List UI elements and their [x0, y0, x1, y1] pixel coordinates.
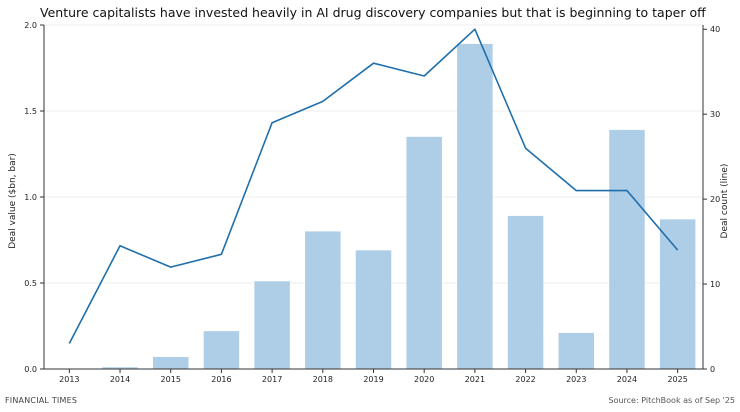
bar	[305, 231, 341, 369]
bar	[406, 136, 442, 369]
series-line	[68, 28, 679, 344]
tick-labels: 0.0 0.5 1.0 1.5 2.0 0 10 20 30 40 2013 2014 2015 2016…	[24, 21, 720, 384]
bar	[457, 43, 493, 370]
bar	[507, 215, 544, 369]
x-tick-label: 2013	[59, 375, 79, 384]
bar-series	[102, 43, 696, 370]
x-tick-label: 2017	[262, 375, 282, 384]
bar	[254, 281, 290, 369]
y-tick-label: 0.0	[24, 365, 37, 374]
y-tick-label: 2.0	[24, 21, 37, 30]
bar	[609, 129, 645, 369]
y2-tick-label: 0	[710, 365, 715, 374]
y-tick-label: 1.5	[24, 107, 37, 116]
bar	[203, 331, 240, 369]
y2-tick-label: 20	[710, 195, 720, 204]
x-tick-label: 2021	[465, 375, 485, 384]
y-axis-label: Deal value ($bn, bar)	[8, 153, 18, 249]
x-tick-label: 2019	[363, 375, 383, 384]
bar	[102, 367, 138, 369]
x-tick-label: 2018	[313, 375, 333, 384]
bar	[355, 250, 392, 369]
x-tick-label: 2014	[110, 375, 130, 384]
x-tick-label: 2025	[667, 375, 687, 384]
y-tick-label: 0.5	[24, 279, 37, 288]
x-tick-label: 2015	[161, 375, 181, 384]
x-tick-label: 2024	[617, 375, 637, 384]
y2-axis-label: Deal count (line)	[720, 164, 730, 239]
brand-label: FINANCIAL TIMES	[5, 396, 78, 405]
line-series	[68, 28, 679, 344]
bar	[558, 332, 595, 369]
axes	[40, 24, 707, 373]
chart-title: Venture capitalists have invested heavil…	[40, 5, 706, 20]
source-note: Source: PitchBook as of Sep '25	[608, 396, 735, 405]
y2-tick-label: 30	[710, 110, 720, 119]
x-tick-label: 2016	[211, 375, 231, 384]
y2-tick-label: 40	[710, 25, 720, 34]
x-tick-label: 2022	[515, 375, 535, 384]
x-tick-label: 2020	[414, 375, 434, 384]
y-tick-label: 1.0	[24, 193, 37, 202]
bar	[152, 356, 189, 369]
y2-tick-label: 10	[710, 280, 720, 289]
bar	[659, 219, 696, 369]
x-tick-label: 2023	[566, 375, 586, 384]
